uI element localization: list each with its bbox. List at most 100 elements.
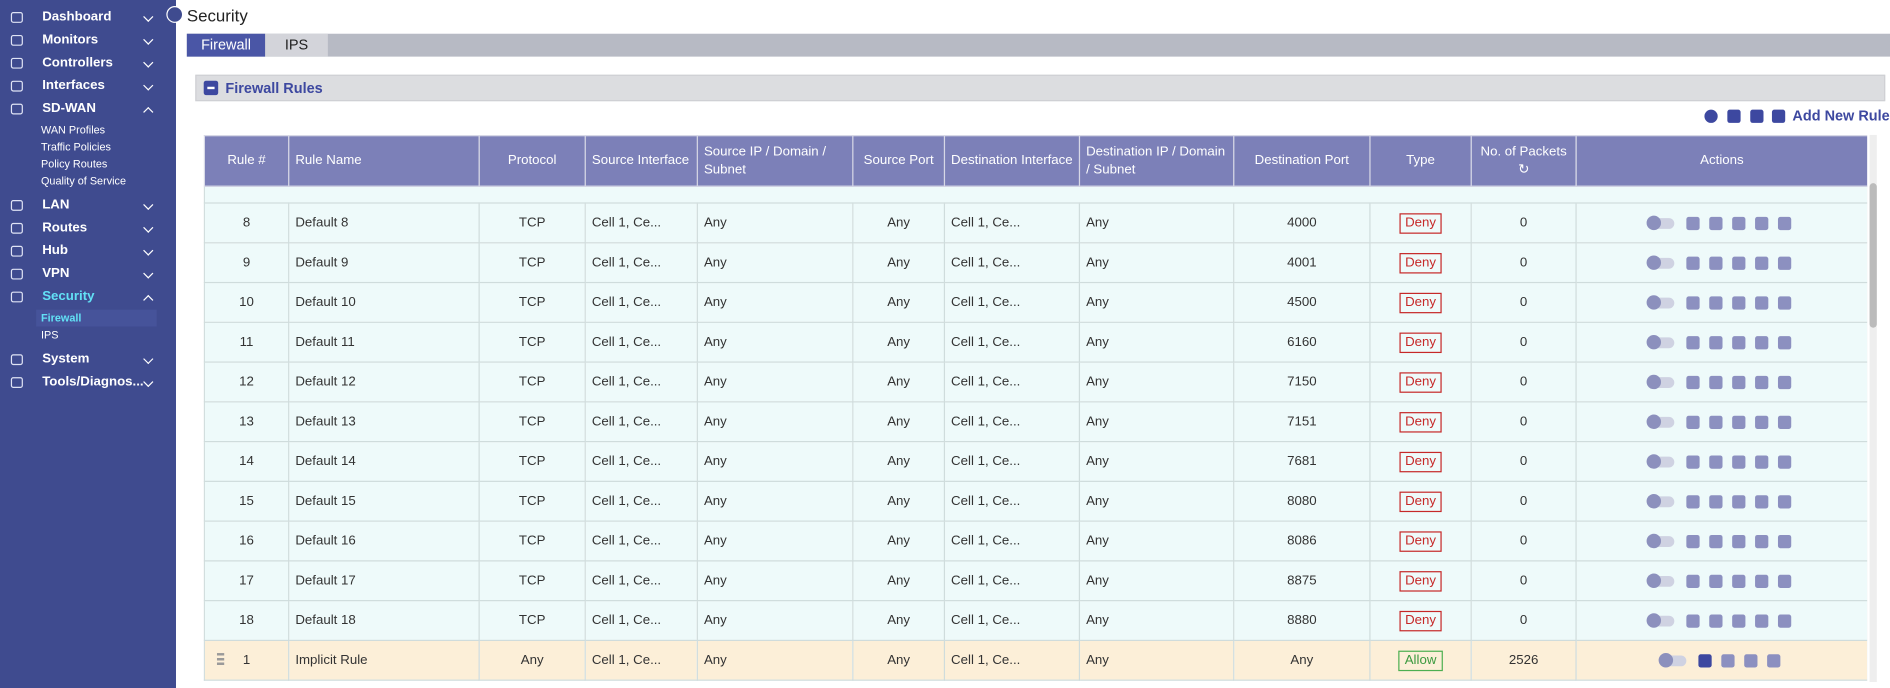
action-icon[interactable] — [1732, 216, 1746, 230]
action-icon[interactable] — [1732, 375, 1746, 389]
action-icon[interactable] — [1709, 295, 1723, 310]
menu-item[interactable]: Interfaces — [0, 75, 176, 98]
submenu-item[interactable]: IPS — [40, 328, 59, 341]
action-icon[interactable] — [1709, 256, 1723, 270]
action-icon[interactable] — [1686, 614, 1700, 628]
action-icon[interactable] — [1709, 494, 1723, 508]
toggle[interactable] — [1658, 652, 1686, 668]
menu-item[interactable]: Dashboard — [0, 6, 176, 29]
action-icon[interactable] — [1777, 454, 1792, 469]
action-icon[interactable] — [1709, 415, 1723, 429]
toggle[interactable] — [1646, 294, 1675, 310]
menu-item[interactable]: System — [0, 348, 176, 371]
action-icon[interactable] — [1755, 574, 1769, 588]
action-icon[interactable] — [1755, 614, 1769, 628]
action-icon[interactable] — [1777, 335, 1792, 349]
action-icon[interactable] — [1686, 494, 1700, 508]
action-icon[interactable] — [1777, 415, 1792, 429]
action-icon[interactable] — [1732, 415, 1746, 429]
toggle[interactable] — [1646, 254, 1675, 270]
toggle[interactable] — [1646, 453, 1675, 469]
action-icon[interactable] — [1755, 335, 1769, 349]
menu-item[interactable]: Tools/Diagnos... — [0, 371, 176, 394]
action-icon[interactable] — [1755, 295, 1769, 310]
action-icon[interactable] — [1686, 534, 1700, 548]
action-icon[interactable] — [1732, 534, 1746, 548]
action-icon[interactable] — [1686, 256, 1700, 270]
action-icon[interactable] — [1777, 574, 1792, 588]
menu-item[interactable]: Monitors — [0, 29, 176, 52]
action-icon[interactable] — [1709, 375, 1723, 389]
action-icon[interactable] — [1755, 534, 1769, 548]
menu-item[interactable]: Controllers — [0, 52, 176, 75]
action-icon[interactable] — [1732, 494, 1746, 508]
export-icon[interactable] — [1727, 109, 1741, 123]
scrollbar[interactable] — [1869, 134, 1877, 682]
menu-item[interactable]: LAN — [0, 194, 176, 217]
add-new-rule[interactable]: Add New Rule — [1792, 107, 1890, 125]
action-icon[interactable] — [1777, 494, 1792, 508]
toggle[interactable] — [1646, 413, 1675, 429]
toggle[interactable] — [1646, 334, 1675, 349]
action-icon[interactable] — [1755, 256, 1769, 270]
refresh-icon[interactable]: ↻ — [1518, 162, 1530, 177]
menu-item[interactable]: VPN — [0, 263, 176, 286]
action-icon[interactable] — [1755, 494, 1769, 508]
toggle[interactable] — [1646, 493, 1675, 508]
info-icon[interactable] — [1704, 109, 1718, 123]
action-icon[interactable] — [1709, 534, 1723, 548]
menu-item[interactable]: Hub — [0, 240, 176, 263]
action-icon[interactable] — [1686, 415, 1700, 429]
action-icon[interactable] — [1686, 574, 1700, 588]
collapse-button[interactable] — [166, 6, 184, 23]
action-icon[interactable] — [1697, 653, 1712, 668]
action-icon[interactable] — [1732, 614, 1746, 628]
action-icon[interactable] — [1732, 335, 1746, 349]
action-icon[interactable] — [1755, 375, 1769, 389]
action-icon[interactable] — [1709, 614, 1723, 628]
action-icon[interactable] — [1720, 653, 1734, 668]
submenu-item[interactable]: WAN Profiles — [40, 124, 106, 137]
tab[interactable]: IPS — [265, 33, 328, 57]
action-icon[interactable] — [1755, 216, 1769, 230]
action-icon[interactable] — [1777, 216, 1792, 230]
submenu-item[interactable]: Traffic Policies — [40, 140, 111, 154]
action-icon[interactable] — [1732, 574, 1746, 588]
action-icon[interactable] — [1777, 534, 1792, 548]
action-icon[interactable] — [1755, 454, 1769, 469]
action-icon[interactable] — [1732, 256, 1746, 270]
action-icon[interactable] — [1709, 454, 1723, 469]
submenu-item[interactable]: Quality of Service — [40, 174, 127, 187]
import-icon[interactable] — [1750, 109, 1764, 123]
action-icon[interactable] — [1709, 574, 1723, 588]
toggle[interactable] — [1646, 215, 1675, 230]
action-icon[interactable] — [1777, 295, 1792, 310]
menu-item[interactable]: Routes — [0, 217, 176, 240]
action-icon[interactable] — [1686, 335, 1700, 349]
action-icon[interactable] — [1777, 375, 1792, 389]
action-icon[interactable] — [1686, 216, 1700, 230]
action-icon[interactable] — [1686, 454, 1700, 469]
submenu-item[interactable]: Firewall — [36, 309, 157, 327]
action-icon[interactable] — [1755, 415, 1769, 429]
action-icon[interactable] — [1732, 295, 1746, 310]
action-icon[interactable] — [1732, 454, 1746, 469]
action-icon[interactable] — [1709, 335, 1723, 349]
menu-item[interactable]: SD-WAN — [0, 98, 176, 121]
toggle[interactable] — [1646, 612, 1675, 628]
action-icon[interactable] — [1743, 653, 1757, 668]
action-icon[interactable] — [1686, 295, 1700, 310]
submenu-item[interactable]: Policy Routes — [40, 157, 108, 170]
toggle[interactable] — [1646, 533, 1675, 548]
action-icon[interactable] — [1777, 614, 1792, 628]
menu-item[interactable]: Security — [0, 286, 176, 309]
collapse-icon[interactable] — [203, 80, 219, 96]
action-icon[interactable] — [1686, 375, 1700, 389]
tab[interactable]: Firewall — [186, 33, 266, 57]
toggle[interactable] — [1646, 573, 1675, 588]
action-icon[interactable] — [1777, 256, 1792, 270]
toggle[interactable] — [1646, 374, 1675, 389]
drag-handle[interactable] — [216, 653, 225, 667]
add-icon[interactable] — [1771, 109, 1786, 123]
action-icon[interactable] — [1766, 653, 1780, 668]
